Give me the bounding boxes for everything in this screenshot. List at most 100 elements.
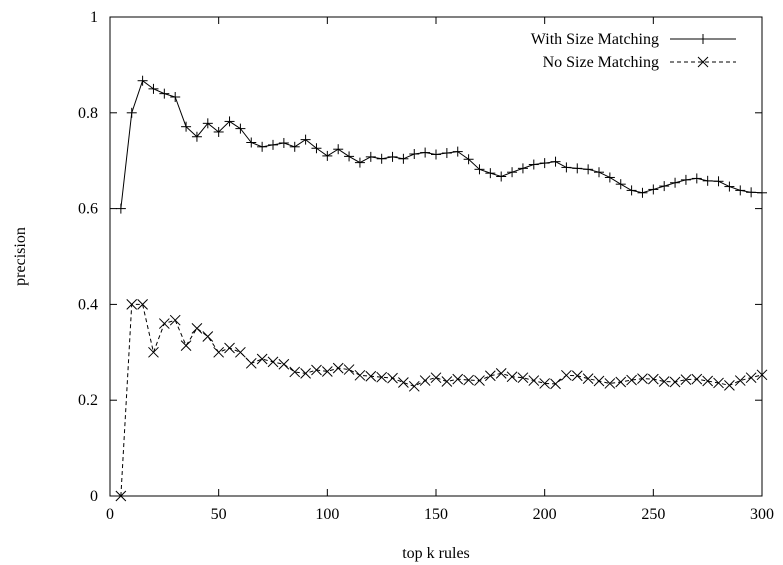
- y-tick-label: 0.4: [78, 296, 98, 313]
- data-point-no-size-matching: [289, 366, 301, 378]
- data-point-no-size-matching: [571, 370, 583, 382]
- data-point-with-size-matching: [594, 167, 604, 178]
- data-point-with-size-matching: [659, 181, 670, 192]
- data-point-with-size-matching: [474, 164, 485, 175]
- data-point-with-size-matching: [322, 150, 333, 161]
- data-point-no-size-matching: [387, 372, 398, 384]
- data-point-no-size-matching: [365, 370, 377, 382]
- data-point-with-size-matching: [452, 146, 463, 157]
- data-point-no-size-matching: [169, 314, 181, 326]
- data-point-with-size-matching: [746, 187, 757, 198]
- axes-layer: 0 50 100 150 200 250 300 0 0.2 0.4 0.6 0.8 1: [78, 9, 774, 523]
- data-point-with-size-matching: [485, 168, 496, 179]
- legend-marker-no-size-matching: [697, 56, 709, 68]
- y-tick-label: 0.8: [78, 105, 98, 122]
- data-point-no-size-matching: [267, 356, 279, 368]
- data-point-with-size-matching: [615, 179, 626, 190]
- data-point-with-size-matching: [224, 116, 235, 127]
- data-point-no-size-matching: [517, 372, 529, 384]
- data-point-no-size-matching: [669, 376, 681, 388]
- data-point-no-size-matching: [702, 375, 714, 387]
- data-point-no-size-matching: [539, 378, 551, 389]
- data-point-no-size-matching: [734, 375, 746, 386]
- data-point-with-size-matching: [246, 137, 257, 148]
- data-point-no-size-matching: [658, 376, 670, 387]
- series-no-size-matching: [115, 299, 768, 502]
- data-point-no-size-matching: [452, 373, 464, 385]
- data-point-no-size-matching: [126, 299, 138, 310]
- data-point-with-size-matching: [365, 151, 376, 162]
- data-point-with-size-matching: [213, 126, 224, 137]
- data-point-no-size-matching: [713, 377, 724, 389]
- data-point-no-size-matching: [202, 331, 214, 342]
- data-point-no-size-matching: [158, 318, 170, 329]
- data-point-no-size-matching: [224, 342, 235, 354]
- data-point-no-size-matching: [321, 366, 333, 377]
- data-point-with-size-matching: [191, 131, 202, 142]
- data-point-with-size-matching: [724, 181, 735, 192]
- data-point-no-size-matching: [647, 373, 659, 385]
- data-point-no-size-matching: [191, 322, 203, 334]
- data-point-no-size-matching: [528, 375, 540, 386]
- data-point-with-size-matching: [431, 149, 441, 160]
- data-point-with-size-matching: [528, 159, 539, 170]
- data-point-no-size-matching: [256, 353, 268, 365]
- y-tick-label: 0.6: [78, 201, 98, 218]
- data-point-no-size-matching: [474, 375, 485, 386]
- data-point-with-size-matching: [126, 107, 137, 118]
- data-point-with-size-matching: [539, 158, 550, 169]
- data-point-no-size-matching: [332, 362, 344, 374]
- data-point-no-size-matching: [376, 371, 388, 383]
- data-point-no-size-matching: [235, 346, 246, 358]
- data-point-with-size-matching: [713, 176, 724, 187]
- data-point-with-size-matching: [333, 144, 344, 155]
- data-point-no-size-matching: [745, 372, 757, 384]
- y-tick-label: 0: [90, 488, 98, 505]
- data-point-with-size-matching: [648, 184, 659, 195]
- data-point-no-size-matching: [604, 378, 616, 389]
- data-point-no-size-matching: [691, 373, 703, 385]
- data-point-with-size-matching: [441, 148, 452, 159]
- data-point-with-size-matching: [507, 167, 518, 178]
- legend-label-no-size-matching: No Size Matching: [543, 54, 659, 71]
- data-point-with-size-matching: [115, 203, 126, 214]
- data-point-no-size-matching: [680, 374, 692, 385]
- data-point-with-size-matching: [148, 83, 159, 94]
- data-point-with-size-matching: [278, 137, 289, 148]
- data-point-with-size-matching: [300, 134, 311, 145]
- data-point-with-size-matching: [398, 153, 409, 164]
- data-point-with-size-matching: [344, 151, 355, 162]
- data-point-with-size-matching: [235, 123, 246, 134]
- x-tick-label: 50: [211, 506, 227, 523]
- data-point-no-size-matching: [615, 376, 627, 388]
- data-point-with-size-matching: [268, 139, 278, 150]
- data-point-no-size-matching: [300, 368, 311, 379]
- data-point-no-size-matching: [311, 364, 322, 376]
- data-point-with-size-matching: [691, 173, 702, 184]
- data-point-with-size-matching: [409, 148, 420, 159]
- data-point-with-size-matching: [572, 163, 583, 174]
- y-axis-label: precision: [12, 227, 29, 286]
- series-line-no-size-matching: [120, 303, 763, 497]
- data-point-no-size-matching: [593, 375, 605, 387]
- data-point-with-size-matching: [670, 177, 681, 188]
- data-point-no-size-matching: [213, 346, 225, 358]
- data-point-no-size-matching: [354, 369, 366, 381]
- data-point-no-size-matching: [561, 369, 572, 381]
- data-point-with-size-matching: [735, 185, 746, 196]
- data-point-no-size-matching: [756, 369, 768, 381]
- x-tick-label: 200: [533, 506, 557, 523]
- data-point-no-size-matching: [582, 373, 594, 384]
- data-point-with-size-matching: [202, 118, 213, 129]
- data-point-with-size-matching: [680, 174, 691, 185]
- data-point-with-size-matching: [387, 151, 398, 162]
- data-point-no-size-matching: [626, 374, 637, 386]
- data-point-with-size-matching: [583, 164, 594, 175]
- data-point-no-size-matching: [637, 373, 648, 384]
- data-point-no-size-matching: [115, 490, 127, 502]
- data-point-with-size-matching: [463, 154, 474, 165]
- data-point-with-size-matching: [170, 91, 181, 102]
- x-tick-label: 150: [424, 506, 448, 523]
- x-tick-label: 250: [641, 506, 665, 523]
